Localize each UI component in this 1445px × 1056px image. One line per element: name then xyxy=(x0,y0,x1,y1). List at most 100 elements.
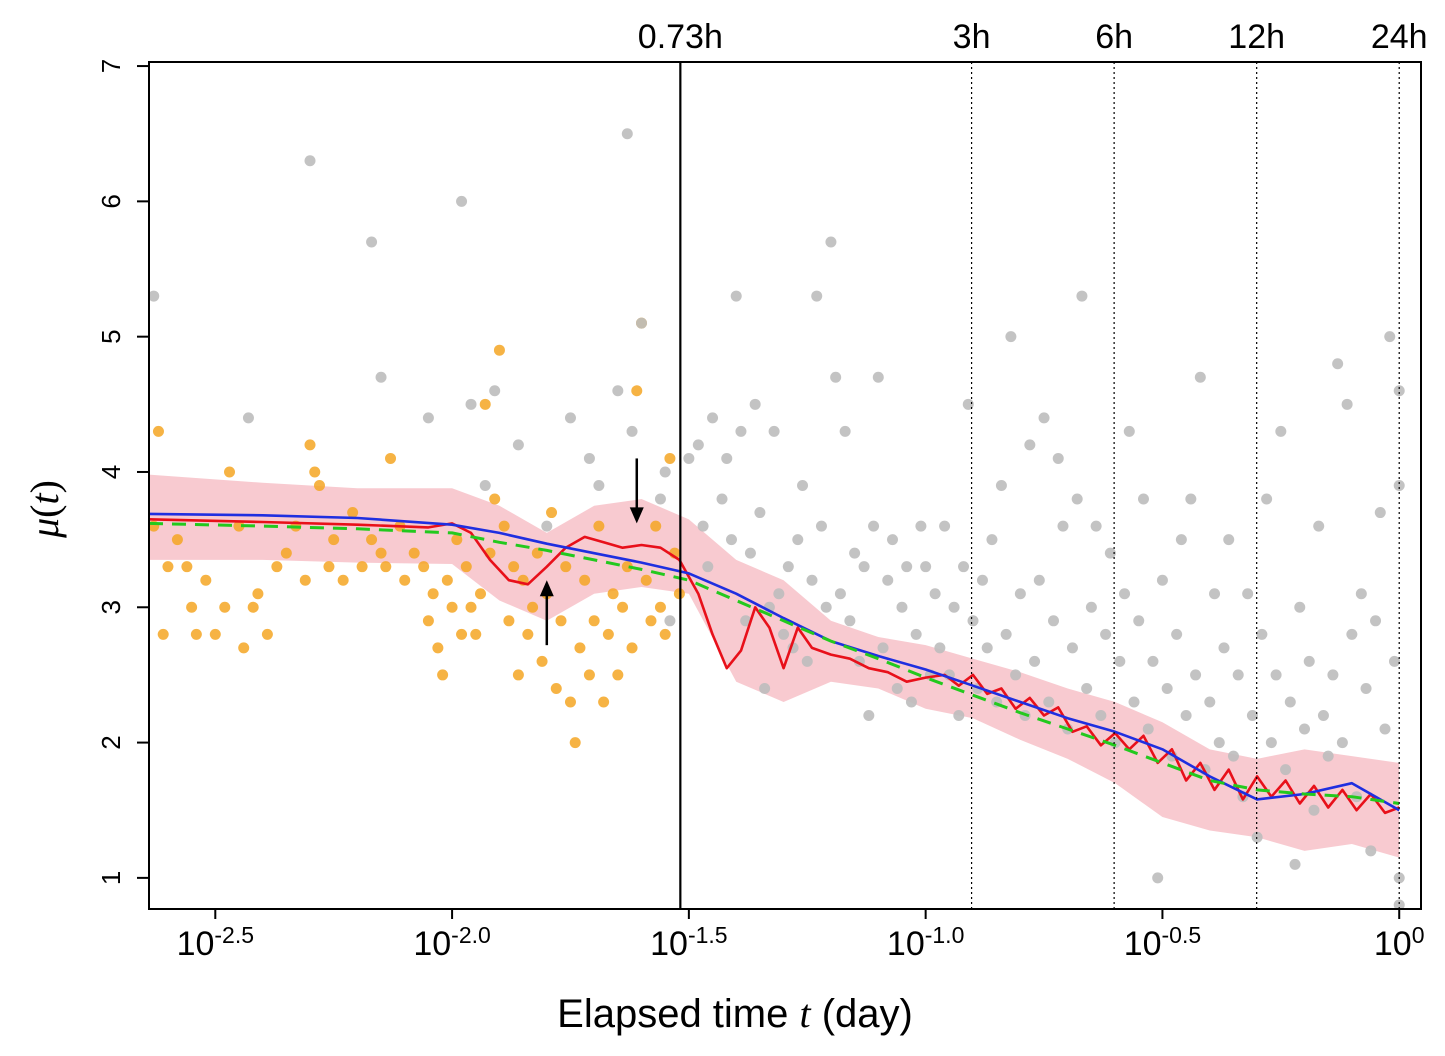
data-point-before xyxy=(337,574,349,586)
data-point-after xyxy=(1161,682,1173,694)
data-point-before xyxy=(460,561,472,573)
data-point-before xyxy=(313,480,325,491)
data-point-after xyxy=(1104,547,1116,559)
data-point-after xyxy=(489,385,501,397)
data-point-after xyxy=(749,398,761,410)
data-point-after xyxy=(564,412,576,424)
data-point-after xyxy=(1071,493,1083,505)
data-point-after xyxy=(422,412,434,424)
data-point-after xyxy=(149,290,160,302)
data-point-before xyxy=(569,737,581,749)
data-point-before xyxy=(664,452,676,464)
data-point-after xyxy=(721,452,733,464)
data-point-after xyxy=(1393,480,1405,491)
data-point-before xyxy=(422,615,434,627)
data-point-before xyxy=(186,601,198,613)
data-point-before xyxy=(261,628,273,640)
data-point-before xyxy=(456,628,468,640)
data-point-after xyxy=(929,588,941,600)
data-point-after xyxy=(375,371,387,383)
data-point-after xyxy=(1246,710,1258,722)
data-point-after xyxy=(891,682,903,694)
data-point-after xyxy=(1137,493,1149,505)
data-point-before xyxy=(224,466,236,478)
data-point-after xyxy=(1299,723,1311,735)
data-point-after xyxy=(1294,601,1306,613)
data-point-before xyxy=(399,574,411,586)
data-point-after xyxy=(621,128,633,140)
data-point-before xyxy=(631,385,643,397)
data-point-after xyxy=(1384,331,1396,343)
data-point-after xyxy=(1123,425,1135,437)
data-point-before xyxy=(309,466,321,478)
data-point-after xyxy=(1270,669,1282,681)
data-point-after xyxy=(1218,642,1230,654)
data-point-after xyxy=(1280,764,1292,776)
reference-label: 12h xyxy=(1228,18,1285,56)
data-point-after xyxy=(541,520,553,532)
data-point-before xyxy=(588,615,600,627)
y-tick-label: 4 xyxy=(96,465,126,479)
data-point-after xyxy=(242,412,254,424)
data-point-before xyxy=(512,669,524,681)
data-point-after xyxy=(479,480,491,491)
data-point-after xyxy=(1223,534,1235,546)
data-point-after xyxy=(683,452,695,464)
data-point-before xyxy=(479,398,491,410)
data-point-after xyxy=(877,642,889,654)
curves-layer xyxy=(149,512,1400,815)
data-point-after xyxy=(995,480,1007,491)
annotation-arrows-layer xyxy=(539,458,644,646)
data-point-before xyxy=(593,520,605,532)
data-point-after xyxy=(716,493,728,505)
data-point-after xyxy=(986,534,998,546)
data-point-after xyxy=(1289,858,1301,870)
data-point-after xyxy=(976,574,988,586)
data-point-after xyxy=(905,696,917,708)
data-point-after xyxy=(1085,601,1097,613)
data-point-after xyxy=(1152,872,1164,884)
data-point-after xyxy=(692,439,704,451)
data-point-after xyxy=(456,195,468,207)
x-tick-label: 10-1.0 xyxy=(887,922,964,963)
data-point-after xyxy=(1393,385,1405,397)
data-point-before xyxy=(304,439,316,451)
data-point-after xyxy=(844,615,856,627)
annotation-arrow-head xyxy=(539,580,554,597)
data-point-after xyxy=(735,425,747,437)
reference-label: 3h xyxy=(953,18,991,56)
data-point-before xyxy=(508,561,520,573)
data-point-after xyxy=(612,385,624,397)
data-point-after xyxy=(759,682,771,694)
data-point-before xyxy=(574,642,586,654)
data-point-after xyxy=(1119,588,1131,600)
data-point-after xyxy=(1355,588,1367,600)
data-point-after xyxy=(825,236,837,248)
data-point-after xyxy=(948,601,960,613)
data-point-after xyxy=(915,520,927,532)
data-point-after xyxy=(1213,737,1225,749)
data-point-after xyxy=(1256,628,1268,640)
reference-label: 24h xyxy=(1371,18,1428,56)
data-point-before xyxy=(560,561,572,573)
data-point-before xyxy=(451,534,463,546)
data-point-before xyxy=(328,534,340,546)
data-point-after xyxy=(740,615,752,627)
data-point-after xyxy=(659,466,671,478)
data-point-before xyxy=(522,628,534,640)
data-point-after xyxy=(593,480,605,491)
data-point-after xyxy=(1024,439,1036,451)
data-point-after xyxy=(1095,710,1107,722)
data-point-before xyxy=(612,669,624,681)
data-point-after xyxy=(782,561,794,573)
data-point-after xyxy=(1388,655,1400,667)
data-point-after xyxy=(901,561,913,573)
data-point-after xyxy=(1317,710,1329,722)
data-point-before xyxy=(247,601,259,613)
data-point-after xyxy=(1204,696,1216,708)
data-point-after xyxy=(1185,493,1197,505)
data-point-after xyxy=(863,710,875,722)
data-point-after xyxy=(1029,655,1041,667)
data-point-before xyxy=(152,425,164,437)
